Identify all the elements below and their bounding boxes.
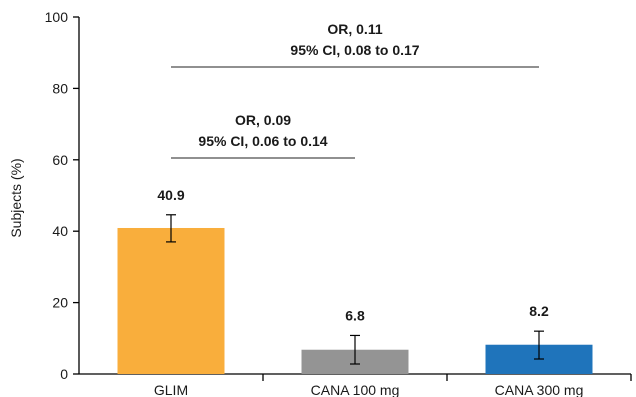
y-tick-label: 40 [52,223,68,239]
annotations-layer: OR, 0.09 95% CI, 0.06 to 0.14 OR, 0.11 95% … [171,21,539,159]
y-tick-label: 0 [60,366,68,382]
data-label: 40.9 [157,187,184,203]
bar-0 [117,227,225,374]
annotation-line1: OR, 0.09 [235,112,291,128]
annotation-line1: OR, 0.11 [327,21,382,37]
y-tick-label: 60 [52,152,68,168]
annotation-line2: 95% CI, 0.06 to 0.14 [198,133,327,149]
y-tick-label: 20 [52,295,68,311]
y-tick-label: 100 [45,9,69,25]
data-label: 8.2 [529,303,549,319]
bars-layer: 40.9 GLIM 6.8 CANA 100 mg 8.2 CANA 300 mg [117,187,593,397]
y-axis-label: Subjects (%) [8,158,24,237]
x-tick-label: CANA 300 mg [495,382,584,397]
x-tick-label: GLIM [154,382,188,397]
data-label: 6.8 [345,307,365,323]
x-tick-label: CANA 100 mg [311,382,400,397]
y-tick-label: 80 [52,80,68,96]
annotation-line2: 95% CI, 0.08 to 0.17 [290,42,419,58]
